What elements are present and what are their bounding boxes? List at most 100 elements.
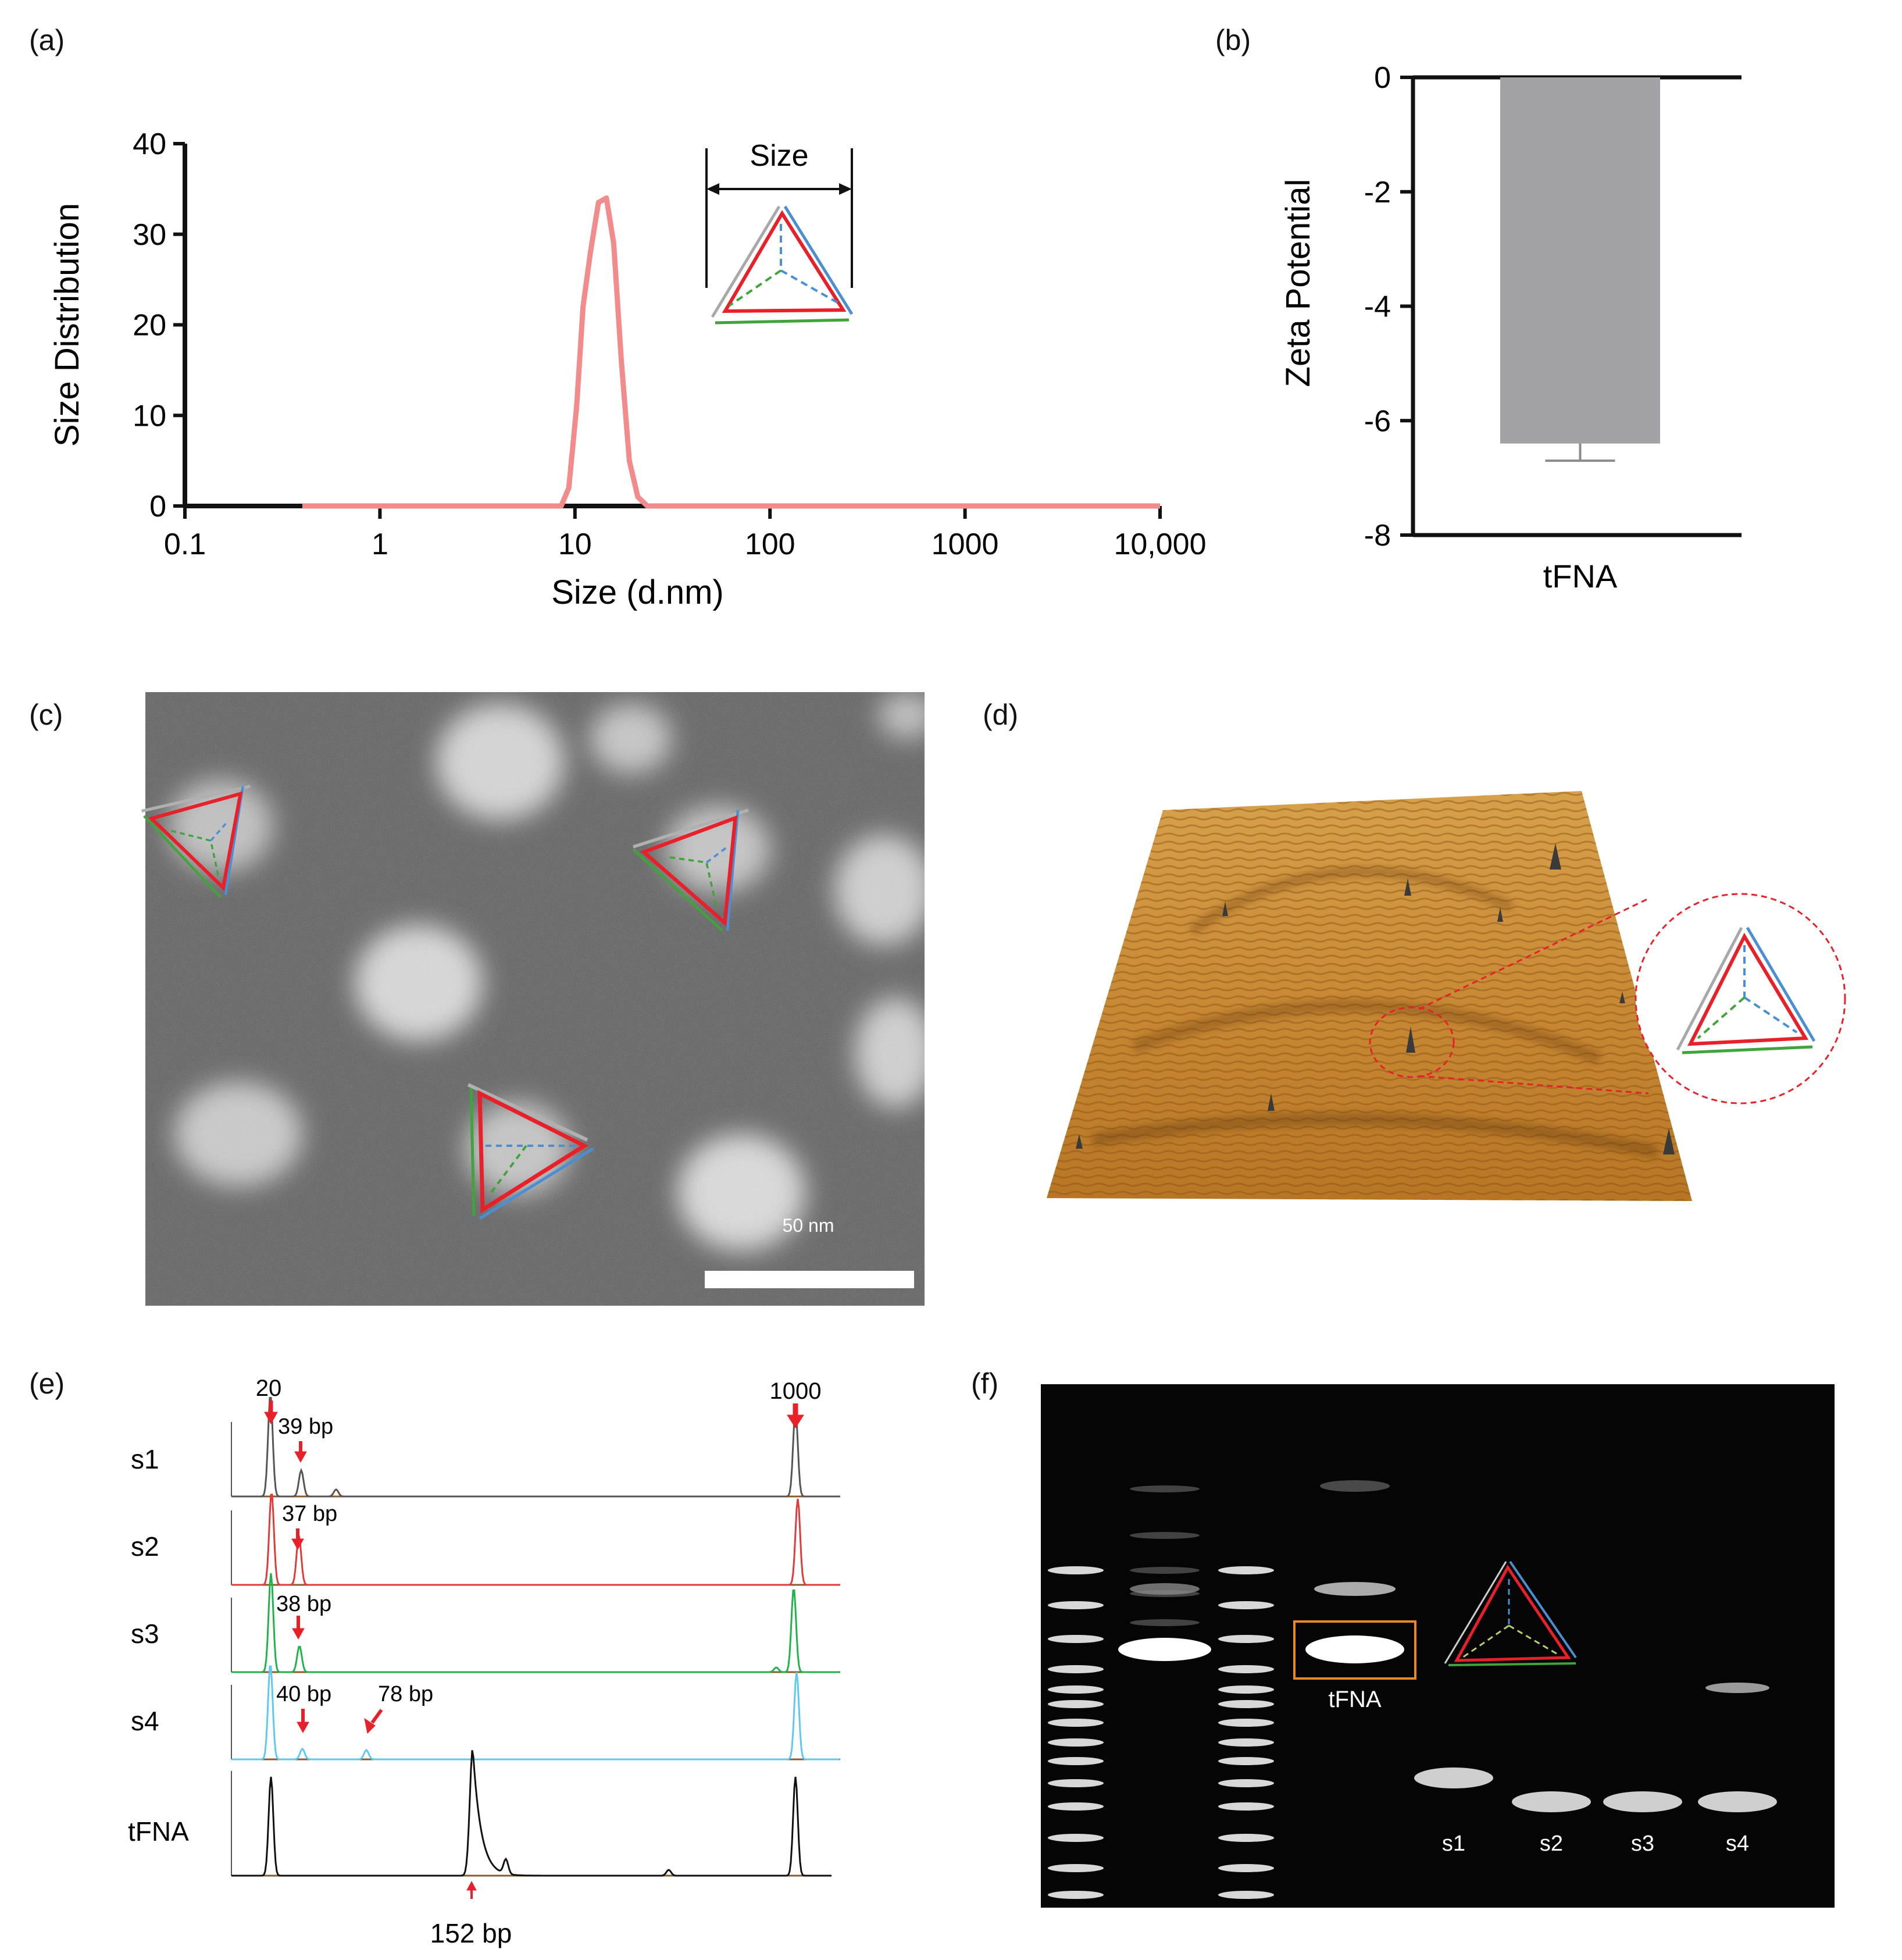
size-inset: Size <box>705 139 854 325</box>
scale-bar-label: 50 nm <box>783 1215 834 1236</box>
peak-label-s3: 38 bp <box>276 1592 331 1616</box>
ladder-band <box>1218 1719 1274 1727</box>
ladder-band <box>1048 1665 1104 1673</box>
ladder-band <box>1048 1802 1104 1811</box>
chart-b-axes: 0 -2 -4 -6 -8 Zeta Potential <box>1279 61 1742 553</box>
y-tick-label: 0 <box>149 490 166 523</box>
tfna-band <box>1305 1635 1404 1663</box>
arrow-icon <box>787 1403 804 1428</box>
x-tick-label: 0.1 <box>164 528 206 561</box>
x-tick-label: 1000 <box>932 528 999 561</box>
tetrahedron-icon <box>711 205 854 325</box>
ladder-band <box>1048 1635 1104 1643</box>
electropherogram-traces <box>231 1396 840 1877</box>
y-tick-label: 0 <box>1374 61 1391 95</box>
strand-band <box>1414 1767 1493 1788</box>
peak-label-s2: 37 bp <box>282 1502 337 1526</box>
strand-band-dimer <box>1705 1683 1769 1693</box>
panel-label-b: (b) <box>1215 24 1251 56</box>
panel-label-a: (a) <box>29 24 65 56</box>
scale-bar <box>705 1271 914 1288</box>
ladder-band <box>1218 1864 1274 1872</box>
trace-tfna-name: tFNA <box>128 1816 189 1847</box>
afm-tetrahedron-icon <box>1676 926 1816 1054</box>
gel-tfna-label: tFNA <box>1328 1687 1381 1712</box>
ladder-band <box>1048 1719 1104 1727</box>
strand-band <box>1698 1791 1777 1812</box>
electropherogram: 20 1000 s1 s2 s3 s4 tFNA 39 bp 37 bp 38 … <box>128 1375 840 1948</box>
peak-label-s1: 39 bp <box>278 1414 333 1439</box>
product-band <box>1118 1638 1211 1661</box>
ladder-band <box>1048 1566 1104 1574</box>
trace-line-s3 <box>231 1573 840 1673</box>
trace-line-s1 <box>231 1396 840 1498</box>
trace-line-s4 <box>231 1665 840 1761</box>
smear-band <box>1130 1532 1200 1539</box>
peak-label-tfna: 152 bp <box>430 1918 512 1948</box>
product-band-upper <box>1130 1583 1200 1595</box>
x-tick-label: tFNA <box>1543 558 1618 594</box>
bar-tFNA <box>1500 77 1660 444</box>
arrow-icon <box>466 1880 477 1899</box>
panel-label-e: (e) <box>29 1367 65 1400</box>
trace-s4-name: s4 <box>131 1706 159 1736</box>
x-axis-label: Size (d.nm) <box>551 573 724 611</box>
arrow-icon <box>291 1528 304 1551</box>
ladder-band <box>1218 1738 1274 1747</box>
ladder-band <box>1048 1891 1104 1899</box>
size-inset-label: Size <box>750 139 808 173</box>
y-tick-label: 30 <box>133 218 166 252</box>
ladder-band <box>1048 1738 1104 1747</box>
smear-band <box>1320 1480 1390 1492</box>
ladder-band <box>1048 1864 1104 1872</box>
y-axis-label: Size Distribution <box>48 203 86 447</box>
tem-tetrahedron-icon <box>632 808 749 932</box>
size-distribution-chart: 0 10 20 30 40 0.1 1 10 100 1000 10,000 Size (d.nm) S… <box>48 127 1207 611</box>
gel-bands <box>1048 1480 1777 1899</box>
ladder-high-label: 1000 <box>770 1378 822 1404</box>
trace-line-s2 <box>231 1494 840 1586</box>
arrow-icon <box>292 1616 305 1640</box>
y-tick-label: -4 <box>1364 290 1391 324</box>
strand-band <box>1603 1791 1682 1812</box>
gel-lane-s3: s3 <box>1631 1831 1654 1856</box>
x-tick-label: 10 <box>558 528 592 561</box>
arrow-icon <box>264 1400 278 1425</box>
red-arrows <box>264 1400 804 1899</box>
ladder-band <box>1048 1601 1104 1609</box>
product-band-upper <box>1314 1582 1396 1596</box>
gel-lane-s2: s2 <box>1540 1831 1563 1856</box>
y-tick-label: -2 <box>1364 176 1391 209</box>
chart-a-marks <box>302 195 1160 509</box>
ladder-band <box>1218 1802 1274 1811</box>
ladder-low-label: 20 <box>256 1375 282 1401</box>
ladder-band <box>1048 1779 1104 1787</box>
arrow-icon <box>294 1441 307 1463</box>
gel-tetrahedron-icon <box>1444 1560 1577 1666</box>
x-tick-label: 100 <box>745 528 795 561</box>
strand-band <box>1512 1791 1591 1812</box>
smear-band <box>1130 1485 1200 1492</box>
y-tick-label: -6 <box>1364 404 1391 438</box>
ladder-band <box>1218 1566 1274 1574</box>
ladder-band <box>1218 1685 1274 1694</box>
smear-band <box>1130 1567 1200 1574</box>
extra-peak-label-s4: 78 bp <box>378 1682 433 1706</box>
series-line-tFNA <box>302 195 1160 509</box>
tem-tetrahedron-icon <box>467 1083 594 1220</box>
smear-band <box>1130 1619 1200 1626</box>
zeta-potential-chart: 0 -2 -4 -6 -8 Zeta Potential tFNA <box>1279 61 1742 594</box>
chart-b-marks: tFNA <box>1500 77 1660 594</box>
y-tick-label: -8 <box>1364 519 1391 553</box>
tem-image: 50 nm <box>141 692 925 1306</box>
tem-tetrahedron-icon <box>141 785 251 899</box>
x-tick-label: 1 <box>372 528 388 561</box>
ladder-band <box>1218 1635 1274 1643</box>
y-axis-label: Zeta Potential <box>1279 179 1317 387</box>
arrow-icon <box>297 1709 309 1734</box>
ladder-band <box>1218 1757 1274 1765</box>
arrow-icon <box>364 1709 383 1734</box>
panel-label-c: (c) <box>29 699 63 731</box>
trace-s3-name: s3 <box>131 1619 159 1649</box>
trace-line-tFNA <box>231 1750 832 1877</box>
